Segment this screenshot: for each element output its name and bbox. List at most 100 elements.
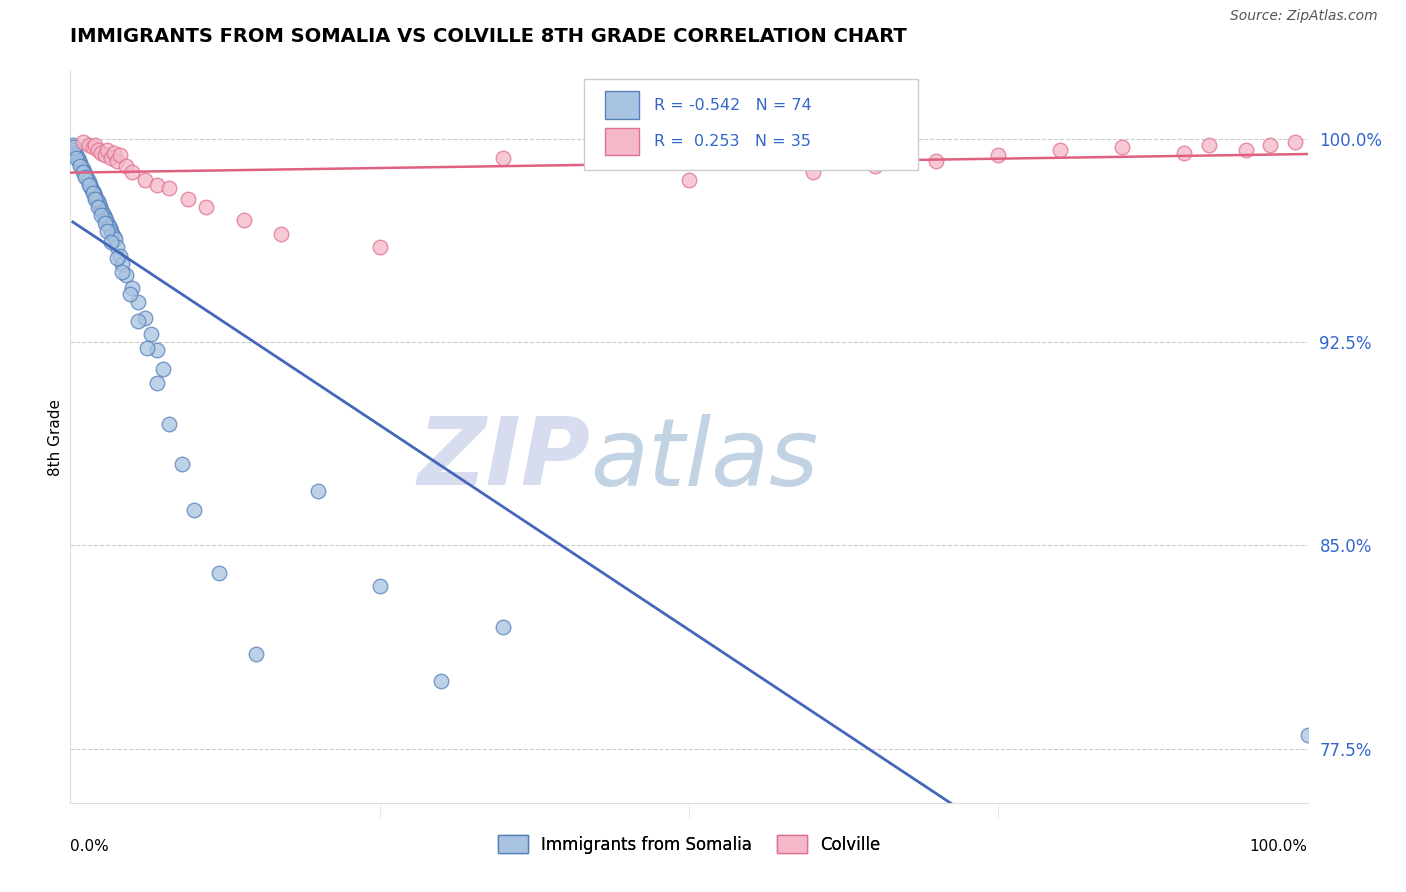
Point [1173, 145, 1195, 160]
Point [82, 186, 104, 201]
Point [96, 224, 118, 238]
Point [67, 153, 90, 168]
Point [96, 216, 118, 230]
Point [94, 211, 117, 225]
Point [245, 647, 267, 661]
Point [94, 148, 117, 162]
Point [86, 143, 108, 157]
Text: IMMIGRANTS FROM SOMALIA VS COLVILLE 8TH GRADE CORRELATION CHART: IMMIGRANTS FROM SOMALIA VS COLVILLE 8TH … [70, 27, 907, 45]
Point [77, 178, 100, 193]
Point [83, 186, 105, 201]
Point [492, 620, 515, 634]
Point [101, 227, 124, 241]
Point [90, 202, 112, 217]
Point [111, 265, 134, 279]
Point [307, 484, 329, 499]
Point [73, 164, 96, 178]
Point [79, 178, 101, 193]
FancyBboxPatch shape [605, 128, 640, 155]
Point [69, 156, 91, 170]
Text: R = -0.542   N = 74: R = -0.542 N = 74 [654, 97, 813, 112]
Point [82, 184, 104, 198]
Point [157, 181, 180, 195]
Point [925, 153, 948, 168]
Legend: Immigrants from Somalia, Colville: Immigrants from Somalia, Colville [491, 829, 887, 860]
Point [82, 140, 104, 154]
Point [100, 235, 122, 249]
Point [84, 189, 107, 203]
Text: 0.0%: 0.0% [70, 839, 110, 855]
Point [66, 151, 89, 165]
Point [368, 240, 391, 254]
Point [108, 148, 131, 162]
Point [72, 164, 94, 178]
Point [94, 216, 117, 230]
Point [72, 135, 94, 149]
Point [430, 673, 453, 688]
FancyBboxPatch shape [583, 78, 918, 170]
Point [115, 159, 138, 173]
Point [63, 140, 86, 154]
Point [170, 457, 193, 471]
Point [368, 579, 391, 593]
Point [63, 143, 86, 157]
Point [89, 200, 111, 214]
Point [270, 227, 292, 241]
Point [69, 159, 91, 173]
Point [152, 362, 174, 376]
Point [1049, 143, 1071, 157]
Point [86, 194, 108, 209]
Point [1260, 137, 1282, 152]
Point [136, 341, 159, 355]
Point [121, 164, 143, 178]
Point [118, 286, 141, 301]
Point [105, 240, 128, 254]
Point [98, 221, 121, 235]
Point [91, 205, 114, 219]
Point [111, 257, 134, 271]
Point [177, 192, 200, 206]
Text: Source: ZipAtlas.com: Source: ZipAtlas.com [1230, 9, 1378, 23]
Point [127, 294, 149, 309]
Point [146, 376, 169, 390]
Point [115, 268, 138, 282]
Point [90, 145, 112, 160]
Point [146, 343, 169, 358]
Point [84, 192, 107, 206]
Point [1234, 143, 1257, 157]
Point [84, 192, 107, 206]
Point [1296, 728, 1319, 742]
Point [139, 327, 162, 342]
Text: 100.0%: 100.0% [1250, 839, 1308, 855]
Point [232, 213, 254, 227]
Point [157, 417, 180, 431]
Point [87, 197, 110, 211]
Point [492, 151, 515, 165]
Point [86, 200, 108, 214]
Point [70, 159, 93, 173]
Point [208, 566, 231, 580]
Point [104, 232, 127, 246]
Point [96, 143, 118, 157]
Point [863, 159, 886, 173]
Point [76, 172, 98, 186]
Point [77, 176, 100, 190]
Point [65, 145, 87, 160]
Point [80, 181, 103, 195]
Point [72, 161, 94, 176]
Point [62, 137, 84, 152]
Point [84, 137, 107, 152]
Text: atlas: atlas [591, 414, 818, 505]
Point [75, 169, 97, 184]
Point [75, 169, 97, 184]
Point [100, 224, 122, 238]
Point [183, 503, 205, 517]
Point [65, 148, 87, 162]
Point [108, 249, 131, 263]
Point [100, 151, 122, 165]
Point [134, 172, 156, 186]
Point [1111, 140, 1133, 154]
Point [103, 145, 125, 160]
Point [801, 164, 824, 178]
Point [195, 200, 218, 214]
